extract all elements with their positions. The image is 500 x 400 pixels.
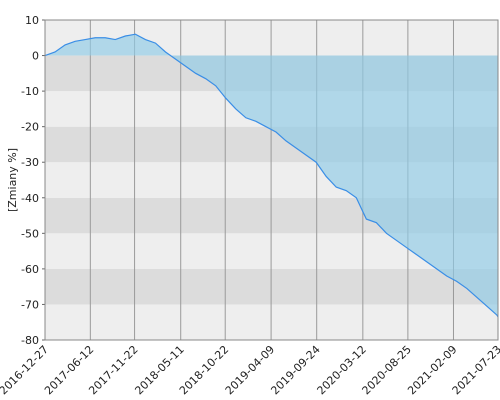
y-axis-label: [Zmiany %] bbox=[6, 148, 19, 212]
y-tick-label: 0 bbox=[32, 50, 39, 63]
y-tick-label: -10 bbox=[21, 85, 39, 98]
line bbox=[44, 33, 499, 318]
y-tick-label: -80 bbox=[21, 334, 39, 347]
y-tick-label: -50 bbox=[21, 227, 39, 240]
y-tick-label: 10 bbox=[25, 14, 39, 27]
plot-frame bbox=[44, 19, 499, 341]
y-tick-label: -40 bbox=[21, 192, 39, 205]
y-tick-label: -60 bbox=[21, 263, 39, 276]
y-tick-label: -30 bbox=[21, 156, 39, 169]
y-tick-label: -70 bbox=[21, 298, 39, 311]
area bbox=[45, 34, 498, 317]
y-tick-label: -20 bbox=[21, 121, 39, 134]
